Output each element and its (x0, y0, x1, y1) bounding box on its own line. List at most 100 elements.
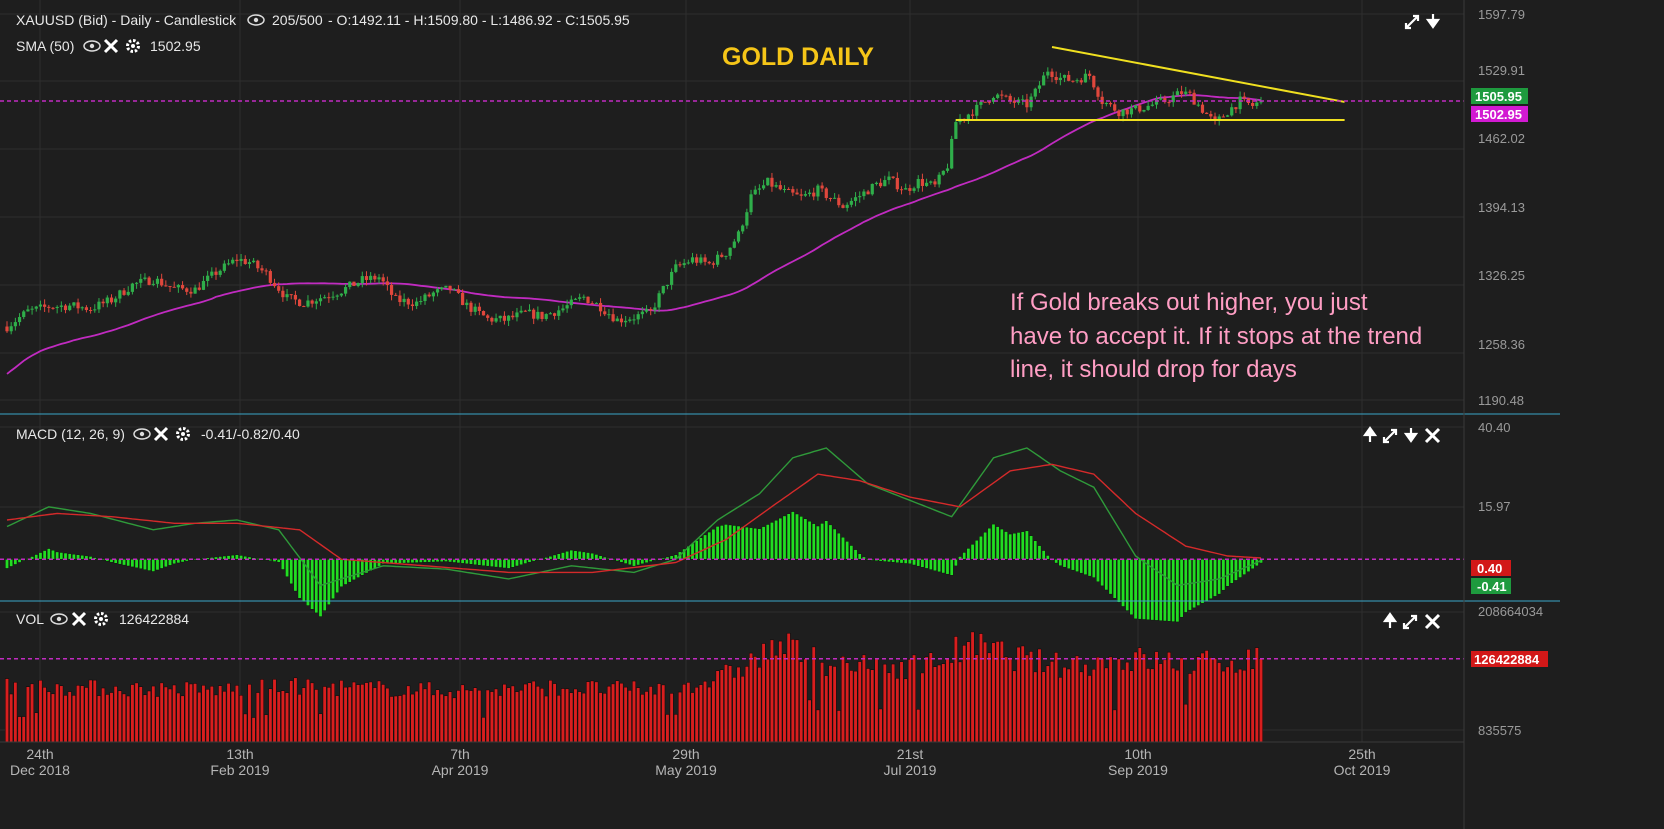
volume-bar (59, 685, 64, 743)
vol-settings-gear-icon[interactable] (94, 612, 108, 626)
volume-bar (928, 652, 933, 743)
volume-bar (339, 680, 344, 743)
candle-body (653, 307, 657, 311)
macd-histogram-bar (184, 559, 189, 562)
candle-body (226, 263, 231, 265)
volume-bar (560, 688, 565, 743)
volume-bar (1175, 669, 1180, 743)
candle-body (318, 298, 323, 302)
volume-bar (506, 687, 511, 743)
macd-histogram-bar (164, 559, 168, 568)
sma-close-icon[interactable] (103, 38, 119, 54)
candle-body (1154, 99, 1159, 105)
candle-body (573, 298, 578, 300)
macd-histogram-bar (138, 559, 143, 569)
sma-eye-icon[interactable] (83, 40, 101, 52)
vol-pane-maximize-icon[interactable] (1402, 614, 1418, 630)
macd-pane-close-icon[interactable] (1424, 427, 1441, 444)
volume-bar (364, 682, 369, 743)
vol-pane-close-icon[interactable] (1424, 613, 1441, 630)
macd-histogram-bar (1029, 535, 1033, 560)
macd-settings-gear-icon[interactable] (176, 427, 190, 441)
vol-pane-move-up-icon[interactable] (1382, 612, 1398, 628)
macd-histogram-bar (1012, 533, 1017, 560)
macd-histogram-bar (147, 559, 151, 571)
candle-body (925, 182, 929, 186)
candle-body (1037, 85, 1042, 89)
macd-histogram-bar (724, 524, 728, 560)
candle-body (695, 257, 699, 263)
price-pane-move-down-icon[interactable] (1425, 14, 1441, 29)
volume-bar (933, 666, 937, 743)
visibility-eye-icon[interactable] (247, 14, 265, 26)
candle-body (1025, 99, 1029, 108)
vol-eye-icon[interactable] (50, 613, 68, 625)
candle-body (996, 94, 1000, 98)
macd-pane-maximize-icon[interactable] (1382, 428, 1398, 444)
macd-eye-icon[interactable] (133, 428, 151, 440)
candle-body (891, 176, 895, 178)
candle-body (1142, 109, 1146, 112)
volume-bar (1104, 667, 1109, 743)
candle-body (427, 294, 431, 297)
macd-histogram-bar (740, 526, 745, 560)
macd-histogram-bar (703, 534, 707, 560)
volume-bar (999, 640, 1004, 743)
volume-bar (841, 656, 845, 743)
candle-body (966, 114, 970, 120)
candle-body (1167, 102, 1171, 104)
candle-body (803, 194, 807, 196)
candle-body (945, 168, 950, 171)
candle-body (1008, 95, 1012, 101)
macd-histogram-bar (51, 550, 55, 560)
macd-pane-move-up-icon[interactable] (1362, 426, 1378, 442)
volume-bar (891, 663, 896, 743)
macd-histogram-bar (1209, 559, 1213, 599)
volume-bar (749, 652, 753, 743)
candle-body (649, 309, 653, 311)
candle-body (912, 188, 916, 191)
candle-body (364, 276, 369, 280)
volume-bar (1158, 663, 1163, 743)
volume-bar (1096, 656, 1100, 743)
sma-settings-gear-icon[interactable] (126, 39, 140, 53)
macd-histogram-bar (289, 559, 294, 585)
volume-bar (853, 670, 858, 743)
macd-histogram-bar (168, 559, 172, 566)
macd-histogram-bar (63, 552, 68, 560)
volume-bar (765, 658, 770, 743)
macd-histogram-bar (569, 549, 574, 560)
macd-histogram-bar (582, 551, 586, 560)
macd-histogram-bar (1100, 559, 1104, 587)
vol-close-icon[interactable] (71, 611, 87, 627)
volume-bar (138, 686, 143, 743)
candle-body (837, 197, 841, 206)
candle-body (774, 185, 778, 187)
volume-bar (410, 693, 415, 743)
macd-histogram-bar (577, 551, 582, 560)
macd-close-icon[interactable] (153, 426, 169, 442)
macd-histogram-bar (924, 559, 929, 569)
macd-histogram-bar (774, 520, 778, 560)
macd-histogram-bar (791, 511, 795, 560)
volume-bar (55, 683, 60, 743)
candle-body (1159, 98, 1163, 100)
volume-bar (464, 689, 469, 743)
macd-histogram-bar (318, 559, 323, 617)
price-pane-maximize-icon[interactable] (1404, 14, 1420, 30)
volume-bar (966, 641, 971, 743)
candle-body (197, 287, 201, 290)
time-tick-day: 7th (450, 746, 469, 762)
volume-bar (569, 692, 574, 743)
volume-bar (590, 680, 595, 743)
volume-bar (682, 684, 687, 743)
macd-pane-move-down-icon[interactable] (1403, 428, 1419, 443)
volume-bar (439, 693, 444, 743)
candle-body (1029, 96, 1033, 108)
volume-bar (1020, 645, 1025, 743)
price-tick-label: 1462.02 (1478, 131, 1525, 146)
volume-bar (669, 693, 674, 743)
candle-body (38, 304, 43, 307)
candle-body (1092, 75, 1096, 88)
macd-histogram-bar (13, 559, 18, 565)
